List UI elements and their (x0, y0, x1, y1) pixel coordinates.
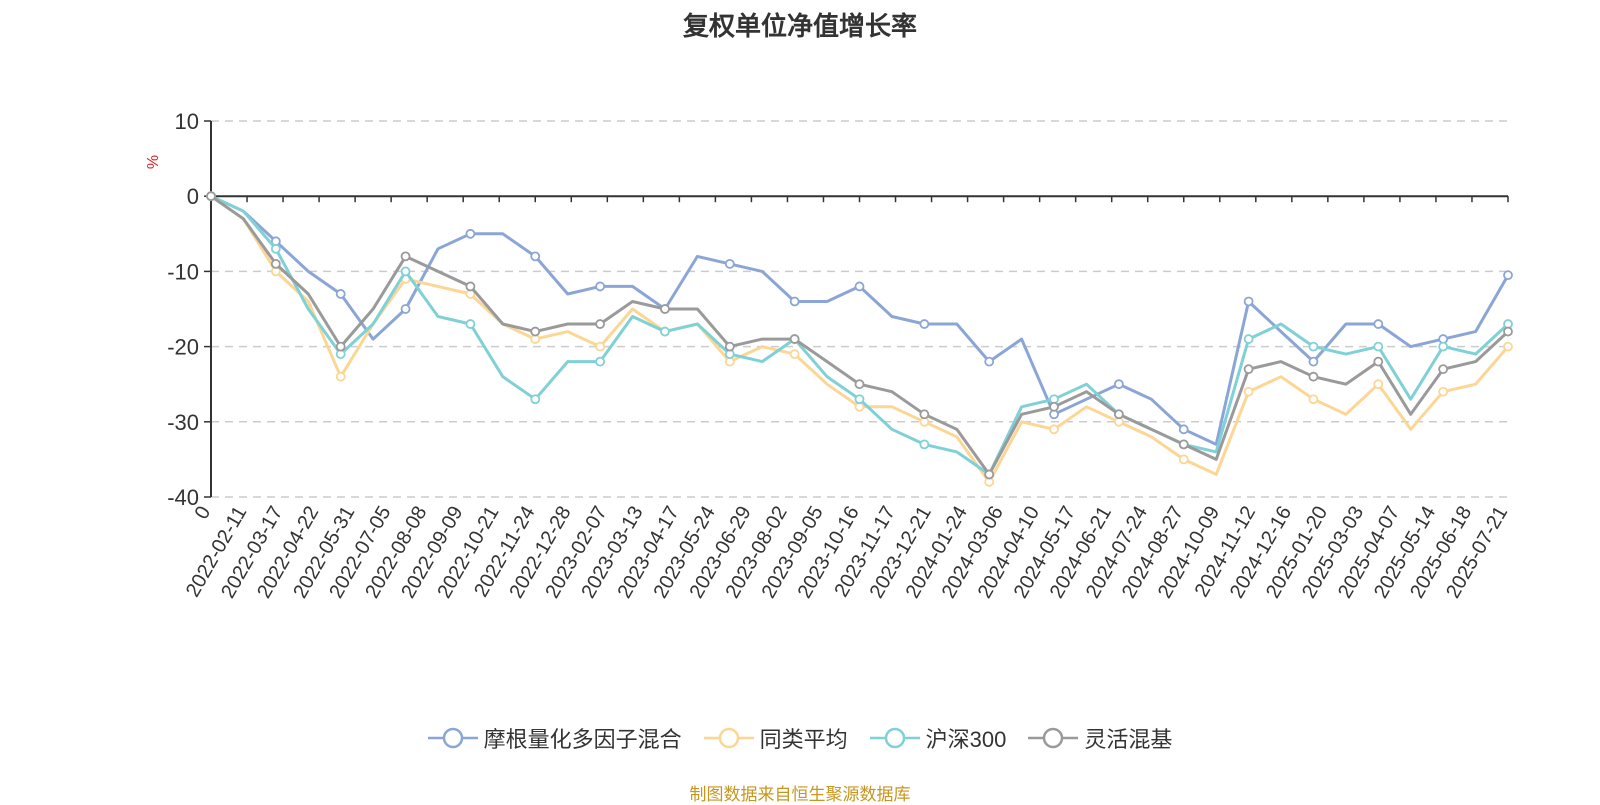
y-tick-label: -20 (167, 335, 199, 360)
data-point (1438, 364, 1449, 375)
data-point (530, 394, 541, 405)
data-point (1373, 319, 1384, 329)
legend-label: 摩根量化多因子混合 (483, 727, 682, 752)
data-point (1243, 334, 1254, 344)
data-point (1243, 364, 1254, 375)
legend-label: 同类平均 (759, 727, 848, 752)
data-point (854, 379, 865, 390)
legend-marker-icon (1028, 727, 1079, 749)
y-axis-label: % (145, 155, 162, 169)
data-point (919, 409, 930, 420)
data-point (854, 281, 865, 292)
legend-label: 灵活混基 (1084, 727, 1173, 752)
data-point (400, 304, 411, 314)
data-point (1503, 326, 1513, 337)
legend-circle-icon (718, 727, 739, 749)
data-point (1049, 401, 1059, 412)
series-line (210, 194, 1510, 484)
data-point (724, 341, 735, 352)
legend-item[interactable]: 同类平均 (703, 722, 848, 754)
data-point (1243, 296, 1254, 307)
data-point (335, 341, 346, 352)
data-point (1308, 371, 1319, 382)
legend-marker-icon (703, 727, 754, 749)
chart-title: 复权单位净值增长率 (682, 11, 917, 41)
data-point (789, 296, 800, 307)
data-point (465, 319, 476, 329)
legend-item[interactable]: 摩根量化多因子混合 (427, 722, 682, 754)
data-point (1308, 356, 1319, 367)
data-point (919, 319, 930, 329)
series-lines (206, 191, 1513, 487)
legend-item[interactable]: 沪深300 (869, 722, 1007, 754)
y-tick-label: -30 (167, 410, 199, 435)
data-point (1308, 341, 1319, 352)
x-tick-label: 0 (191, 503, 216, 524)
legend-label: 沪深300 (925, 727, 1007, 752)
axes (204, 120, 1509, 498)
data-point (660, 304, 670, 314)
data-point (595, 319, 605, 329)
data-point (400, 251, 411, 262)
y-tick-label: -10 (167, 259, 199, 284)
data-point (595, 281, 605, 292)
data-point (530, 251, 541, 262)
data-point (1308, 394, 1319, 405)
data-point (465, 228, 476, 239)
data-point (530, 326, 541, 337)
data-point (335, 289, 346, 299)
data-point (1243, 386, 1254, 397)
legend-item[interactable]: 灵活混基 (1028, 722, 1172, 754)
legend: 摩根量化多因子混合 同类平均 沪深300 灵活混基 (0, 722, 1600, 754)
y-tick-label: -40 (167, 485, 199, 510)
source-note: 制图数据来自恒生聚源数据库 (689, 785, 911, 804)
data-point (1114, 379, 1124, 390)
y-tick-label: 10 (175, 109, 199, 134)
data-point (270, 258, 281, 269)
data-point (1438, 386, 1449, 397)
data-point (270, 243, 281, 254)
data-point (1178, 424, 1189, 435)
data-point (1373, 341, 1384, 352)
data-point (789, 334, 800, 344)
data-point (465, 281, 476, 292)
data-point (400, 266, 411, 277)
data-point (595, 356, 605, 367)
data-point (1503, 341, 1513, 352)
data-point (1373, 356, 1384, 367)
data-point (1114, 409, 1124, 420)
data-point (919, 439, 930, 450)
data-point (724, 258, 735, 269)
data-point (335, 371, 346, 382)
data-point (984, 356, 995, 367)
data-point (206, 191, 216, 202)
data-point (1438, 341, 1449, 352)
data-point (789, 349, 800, 360)
y-tick-label: 0 (187, 184, 199, 209)
data-point (660, 326, 670, 337)
data-point (984, 469, 995, 480)
data-point (1503, 270, 1513, 281)
data-point (1178, 439, 1189, 450)
legend-marker-icon (869, 727, 920, 749)
series-line (210, 194, 1510, 476)
data-point (595, 341, 605, 352)
legend-marker-icon (427, 727, 478, 749)
series-line (210, 194, 1510, 476)
legend-circle-icon (884, 727, 905, 749)
data-point (1178, 454, 1189, 465)
data-point (854, 394, 865, 405)
data-point (1373, 379, 1384, 390)
legend-circle-icon (442, 727, 463, 749)
data-point (1049, 424, 1059, 435)
legend-circle-icon (1043, 727, 1064, 749)
